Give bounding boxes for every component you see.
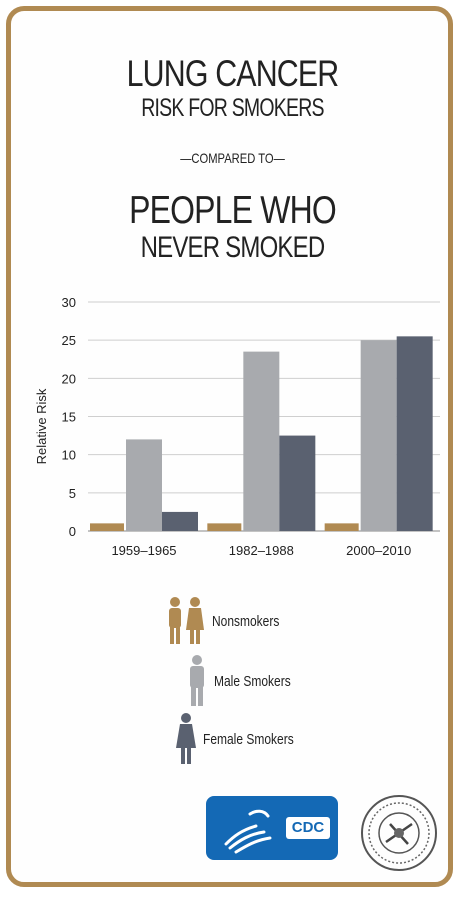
bar-male-smokers (360, 340, 397, 531)
bar-nonsmokers (207, 523, 242, 531)
title-line-4: PEOPLE WHO (129, 189, 337, 232)
title-compared-to: —COMPARED TO— (180, 150, 285, 166)
bar-chart: 0 5 10 15 20 25 30 Relative Risk 1959–1965 1982–1… (34, 295, 440, 558)
bar-nonsmokers (324, 523, 359, 531)
bar-male-smokers (126, 439, 162, 531)
y-tick-label: 25 (62, 333, 76, 348)
y-tick-label: 10 (62, 448, 76, 463)
bar-female-smokers (162, 511, 198, 531)
title-line-2: RISK FOR SMOKERS (141, 94, 324, 122)
cdc-logo: CDC (206, 796, 338, 860)
bar-nonsmokers (90, 523, 124, 531)
y-tick-label: 5 (69, 486, 76, 501)
y-tick-label: 30 (62, 295, 76, 310)
legend-label-male: Male Smokers (214, 672, 291, 690)
bar-female-smokers (396, 336, 433, 531)
male-smoker-icon (190, 655, 204, 706)
surgeon-general-seal-icon (361, 795, 437, 871)
title-line-1: LUNG CANCER (126, 53, 340, 94)
y-tick-label: 20 (62, 371, 76, 386)
cdc-wordmark: CDC (286, 817, 330, 839)
female-smoker-icon (176, 713, 196, 764)
y-axis-label: Relative Risk (34, 388, 49, 464)
x-tick-label: 1959–1965 (111, 543, 176, 558)
legend-male: Male Smokers (186, 654, 310, 708)
legend-label-nonsmokers: Nonsmokers (212, 612, 280, 630)
legend-nonsmokers: Nonsmokers (166, 596, 296, 646)
legend-female: Female Smokers (175, 712, 316, 766)
x-tick-label: 2000–2010 (346, 543, 411, 558)
x-tick-label: 1982–1988 (229, 543, 294, 558)
title-line-5: NEVER SMOKED (140, 231, 326, 264)
nonsmokers-people-icon (169, 597, 204, 644)
legend-label-female: Female Smokers (203, 730, 294, 748)
y-tick-label: 15 (62, 410, 76, 425)
bar-male-smokers (243, 351, 280, 531)
hhs-eagle-icon (224, 809, 272, 854)
y-tick-label: 0 (69, 524, 76, 539)
bar-female-smokers (279, 435, 316, 531)
